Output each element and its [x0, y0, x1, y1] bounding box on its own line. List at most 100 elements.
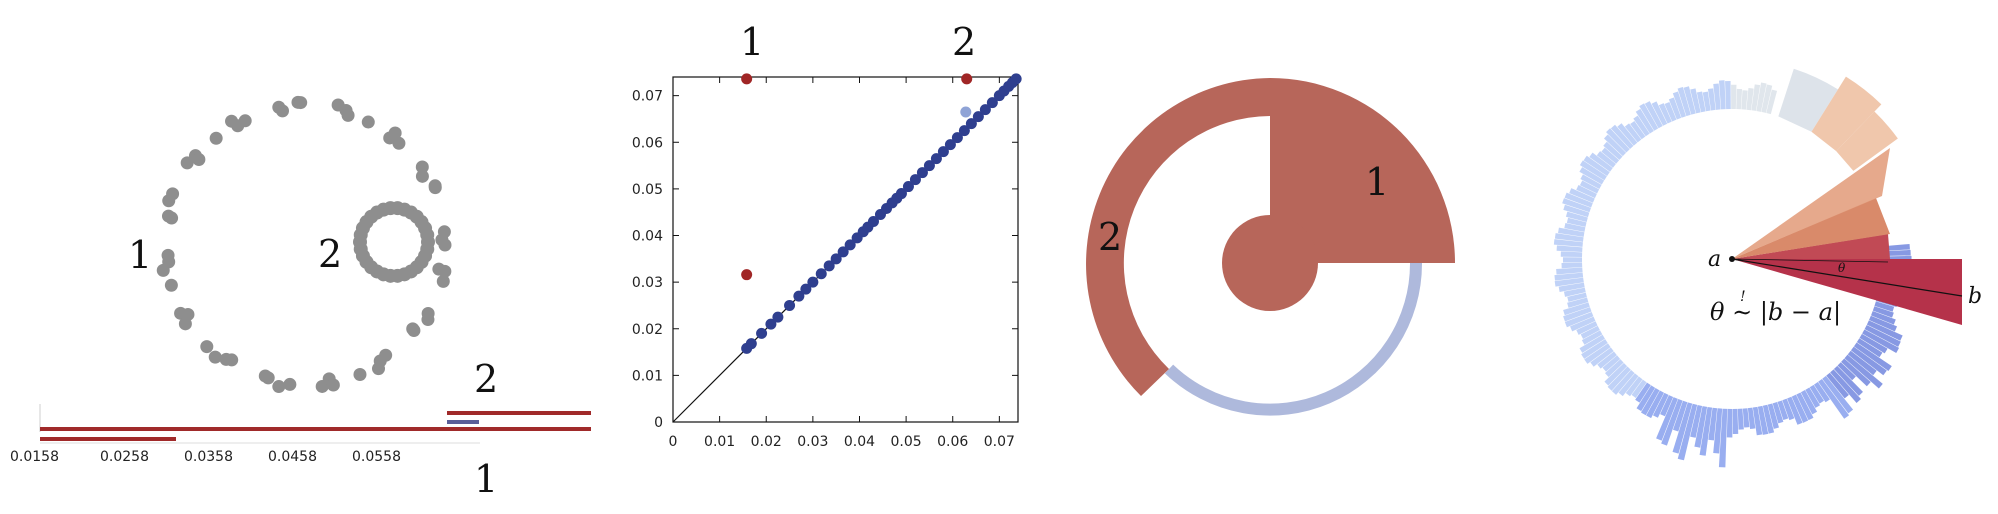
radial-bar [1837, 362, 1856, 381]
radial-bar [1850, 346, 1887, 376]
wheel-label-2: 2 [1098, 215, 1122, 259]
diagram-point [793, 290, 805, 302]
wheel-sector-1 [1270, 78, 1455, 263]
radial-wedge-warm [1778, 68, 1838, 132]
radial-bar [1660, 395, 1674, 417]
radial-bar [1658, 103, 1672, 124]
radial-bar [1604, 359, 1624, 377]
cloud-point [208, 350, 222, 364]
diagram-point [965, 118, 977, 130]
x-tick-label: 0.02 [751, 434, 782, 450]
radial-bar [1589, 152, 1613, 172]
reference-line [1731, 258, 1889, 263]
radial-bar [1635, 382, 1651, 403]
radial-bar [1602, 355, 1621, 372]
radial-bar [1564, 311, 1594, 328]
barcode-tick: 0.0458 [268, 449, 317, 465]
radial-bar [1718, 408, 1728, 468]
y-tick-label: 0.01 [632, 368, 663, 384]
cloud-point [383, 131, 397, 145]
cloud-point [436, 274, 450, 288]
x-tick-label: 0.05 [891, 434, 922, 450]
diagram-point [867, 216, 879, 228]
feature-wheel: 1 2 [1086, 78, 1455, 416]
cloud-point [200, 340, 214, 354]
radial-bar [1563, 307, 1592, 322]
cloud-point [428, 179, 442, 193]
radial-bar [1800, 390, 1818, 415]
radial-bar [1611, 370, 1635, 395]
radial-bar [1690, 404, 1703, 438]
point-label-2: 2 [952, 20, 976, 64]
diagram-point [979, 104, 991, 116]
y-tick-label: 0.04 [632, 229, 663, 245]
radial-bar [1562, 257, 1583, 263]
diagram-point [909, 174, 921, 186]
radial-bar [1809, 384, 1824, 404]
radial-bar [1566, 217, 1587, 227]
radial-bar [1604, 134, 1627, 157]
formula-mark: ! [1740, 289, 1746, 305]
radial-bar [1630, 120, 1646, 140]
radial-bar [1610, 124, 1634, 150]
radial-bar [1607, 366, 1631, 391]
radial-bar [1677, 403, 1698, 461]
cloud-point [379, 348, 393, 362]
radial-bar [1558, 282, 1585, 293]
radial-bar [1683, 86, 1696, 115]
radial-bar [1558, 227, 1585, 237]
diagram-point [986, 97, 998, 109]
diagram-point [800, 283, 812, 295]
radial-bar [1656, 397, 1678, 441]
radial-bar [1639, 103, 1659, 131]
y-tick-label: 0 [654, 415, 663, 431]
cloud-point [275, 104, 289, 118]
diagram-point [807, 276, 819, 288]
radial-bar [1732, 408, 1739, 435]
cloud-point [192, 152, 206, 166]
radial-bar [1581, 339, 1608, 359]
x-tick-label: 0.01 [704, 434, 735, 450]
radial-bar [1597, 351, 1617, 369]
radial-bar [1713, 83, 1721, 110]
diagram-point [745, 338, 757, 350]
radial-bar [1869, 315, 1898, 332]
point-cloud [156, 95, 452, 394]
diagram-point [930, 153, 942, 165]
cloud-point [371, 362, 385, 376]
diagram-point-red [961, 73, 973, 85]
radial-bar [1601, 147, 1620, 164]
radial-bar [1767, 403, 1779, 429]
radial-bar [1562, 198, 1591, 213]
diagram-point [772, 311, 784, 323]
radial-bar [1862, 329, 1900, 354]
radial-bar [1553, 239, 1583, 247]
radial-bar [1590, 347, 1614, 367]
radial-bar [1694, 406, 1708, 448]
cloud-point [209, 131, 223, 145]
diagram-point-red [741, 269, 753, 281]
radial-bar [1742, 408, 1750, 428]
radial-bar [1563, 287, 1586, 297]
barcode-tick: 0.0258 [100, 449, 149, 465]
cloud-point [164, 278, 178, 292]
radial-bar [1644, 101, 1663, 129]
radial-bar [1646, 390, 1665, 419]
radial-bar [1872, 306, 1894, 318]
cloud-point [353, 367, 367, 381]
radial-bar [1640, 388, 1660, 416]
y-tick-label: 0.02 [632, 322, 663, 338]
wheel-label-1: 1 [1365, 160, 1389, 204]
panel-radial-histogram: a b θ θ ∼ |b − a| ! [1500, 0, 1998, 514]
label-a: a [1708, 247, 1721, 272]
diagram-point [951, 132, 963, 144]
sector-salmon [1732, 148, 1890, 259]
radial-bar [1560, 251, 1583, 258]
radial-bar [1752, 406, 1763, 436]
vector-ab [1731, 258, 1963, 297]
radial-bar [1874, 301, 1895, 312]
radial-bar [1813, 382, 1830, 403]
point-a [1729, 256, 1735, 262]
diagram-point [944, 139, 956, 151]
y-tick-label: 0.06 [632, 135, 663, 151]
